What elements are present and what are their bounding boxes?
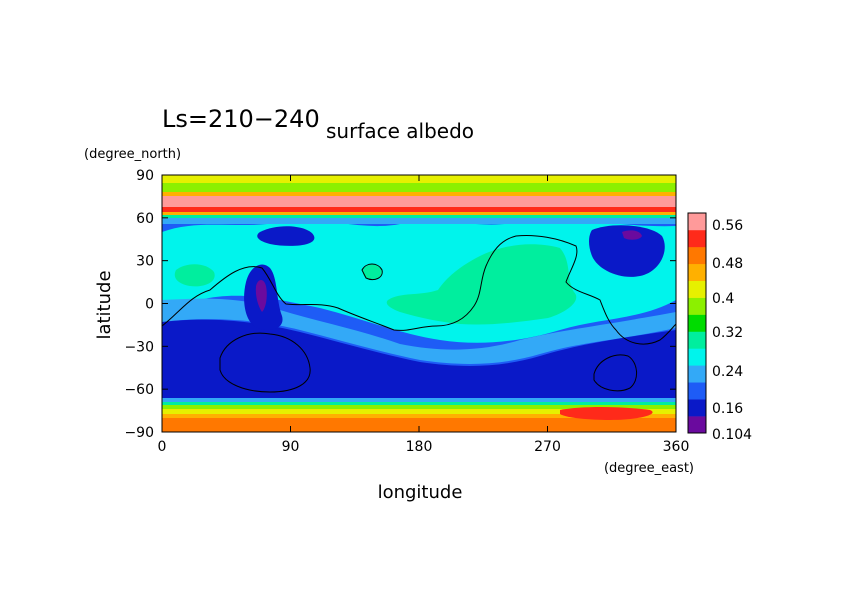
y-tick-label: 30	[136, 254, 154, 270]
colorbar-label: 0.4	[712, 291, 734, 307]
albedo-field	[162, 175, 676, 432]
purple-patch-east	[622, 230, 642, 240]
y-tick-label: −90	[124, 425, 154, 441]
contour-line	[162, 235, 676, 345]
colorbar-swatch	[688, 331, 706, 349]
band-s1	[162, 398, 676, 402]
contour-line	[361, 263, 383, 281]
x-tick-label: 0	[158, 439, 167, 455]
y-tick-label: 60	[136, 211, 154, 227]
colorbar-swatch	[688, 399, 706, 417]
dark-blue-north-patch	[257, 226, 315, 246]
x-tick-label: 90	[282, 439, 300, 455]
x-tick-label: 360	[663, 439, 690, 455]
dark-blue-north-patch-east	[589, 225, 665, 277]
colorbar-swatch	[688, 416, 706, 434]
colorbar-swatch	[688, 280, 706, 298]
contour-line	[219, 332, 311, 393]
band-s2	[162, 402, 676, 405]
colorbar-swatch	[688, 213, 706, 231]
y-axis: 90 60 30 0 −30 −60 −90	[124, 168, 676, 441]
colorbar-label: 0.24	[712, 364, 743, 380]
band-n7	[162, 215, 676, 218]
colorbar-label: 0.48	[712, 256, 743, 272]
y-unit-label: (degree_north)	[84, 147, 181, 162]
colorbar: 0.56 0.48 0.4 0.32 0.24 0.16 0.104	[687, 212, 752, 443]
colorbar-swatch	[688, 246, 706, 265]
x-axis: 0 90 180 270 360	[158, 175, 690, 455]
x-axis-label: longitude	[378, 482, 463, 503]
y-axis-label: latitude	[94, 270, 115, 339]
colorbar-swatch	[688, 365, 706, 383]
red-patch-south	[560, 407, 653, 420]
colorbar-label: 0.16	[712, 401, 743, 417]
y-tick-label: −60	[124, 382, 154, 398]
y-tick-label: −30	[124, 339, 154, 355]
colorbar-label: 0.32	[712, 325, 743, 341]
colorbar-swatch	[688, 314, 706, 332]
colorbar-swatch	[688, 297, 706, 315]
y-tick-label: 90	[136, 168, 154, 184]
dark-blue-belt	[162, 319, 676, 398]
band-n8	[162, 218, 676, 224]
colorbar-swatch	[688, 263, 706, 281]
band-n6	[162, 212, 676, 215]
colorbar-swatch	[688, 382, 706, 400]
x-tick-label: 180	[406, 439, 433, 455]
chart-title: surface albedo	[326, 119, 474, 143]
colorbar-label: 0.56	[712, 218, 743, 234]
y-tick-label: 0	[145, 297, 154, 313]
green-region-small	[174, 264, 215, 287]
colorbar-swatch	[688, 348, 706, 366]
colorbar-label: 0.104	[712, 427, 752, 443]
topography-contours	[162, 235, 676, 393]
colorbar-frame	[687, 212, 707, 434]
colorbar-swatch	[688, 229, 706, 248]
band-n2	[162, 183, 676, 192]
green-region-dot	[362, 264, 382, 280]
band-s3	[162, 405, 676, 409]
light-blue-region	[162, 298, 676, 364]
chart-title-prefix: Ls=210−240	[162, 105, 320, 133]
x-unit-label: (degree_east)	[604, 461, 694, 476]
band-s4	[162, 409, 676, 414]
purple-patch	[255, 280, 267, 312]
band-n5	[162, 207, 676, 212]
band-s5	[162, 414, 676, 418]
band-n3	[162, 192, 676, 196]
x-tick-label: 270	[534, 439, 561, 455]
contour-line	[593, 354, 637, 392]
band-n4	[162, 196, 676, 207]
